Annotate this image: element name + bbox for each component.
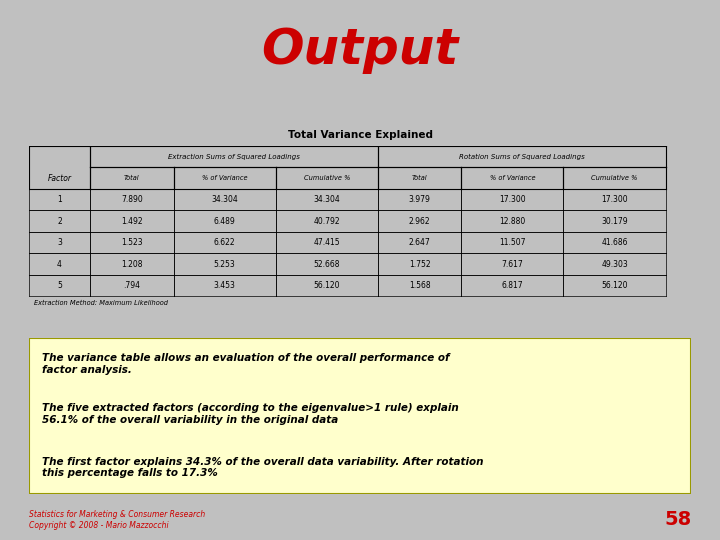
Text: 34.304: 34.304 [313,195,341,204]
Text: 34.304: 34.304 [211,195,238,204]
Text: Statistics for Marketing & Consumer Research
Copyright © 2008 - Mario Mazzocchi: Statistics for Marketing & Consumer Rese… [29,510,205,530]
Text: 56.120: 56.120 [314,281,340,290]
Text: Factor: Factor [48,173,71,183]
Text: 41.686: 41.686 [601,238,628,247]
Text: 2.962: 2.962 [409,217,431,226]
Text: 1.523: 1.523 [121,238,143,247]
Text: 1: 1 [57,195,62,204]
Text: Total: Total [412,175,428,181]
Text: 1.492: 1.492 [121,217,143,226]
Text: 11.507: 11.507 [499,238,526,247]
Text: Cumulative %: Cumulative % [304,175,350,181]
Text: Output: Output [261,26,459,73]
Text: The first factor explains 34.3% of the overall data variability. After rotation
: The first factor explains 34.3% of the o… [42,456,484,478]
Text: 6.817: 6.817 [502,281,523,290]
Text: 58: 58 [664,510,691,529]
FancyBboxPatch shape [29,338,691,494]
Text: 4: 4 [57,260,62,268]
Text: Total Variance Explained: Total Variance Explained [287,130,433,140]
Text: 7.890: 7.890 [121,195,143,204]
Text: 3.979: 3.979 [409,195,431,204]
Text: 17.300: 17.300 [499,195,526,204]
Text: Extraction Method: Maximum Likelihood: Extraction Method: Maximum Likelihood [34,300,168,306]
Text: 56.120: 56.120 [601,281,628,290]
Text: .794: .794 [123,281,140,290]
Text: 7.617: 7.617 [501,260,523,268]
Text: 2: 2 [57,217,62,226]
Text: 52.668: 52.668 [314,260,340,268]
Text: 12.880: 12.880 [499,217,526,226]
Text: % of Variance: % of Variance [202,175,248,181]
Text: The variance table allows an evaluation of the overall performance of
factor ana: The variance table allows an evaluation … [42,353,449,375]
Text: 1.568: 1.568 [409,281,431,290]
Text: 2.647: 2.647 [409,238,431,247]
Text: 1.208: 1.208 [121,260,143,268]
Text: 6.622: 6.622 [214,238,235,247]
Text: 30.179: 30.179 [601,217,628,226]
Text: 49.303: 49.303 [601,260,628,268]
Text: 5.253: 5.253 [214,260,235,268]
Text: The five extracted factors (according to the eigenvalue>1 rule) explain
56.1% of: The five extracted factors (according to… [42,403,459,425]
Text: 6.489: 6.489 [214,217,235,226]
Text: 47.415: 47.415 [314,238,340,247]
Text: Cumulative %: Cumulative % [591,175,638,181]
Text: 17.300: 17.300 [601,195,628,204]
Text: 40.792: 40.792 [314,217,340,226]
Text: 3: 3 [57,238,62,247]
Text: Total: Total [124,175,140,181]
Text: 1.752: 1.752 [409,260,431,268]
Text: 5: 5 [57,281,62,290]
Text: 3.453: 3.453 [214,281,235,290]
Text: Rotation Sums of Squared Loadings: Rotation Sums of Squared Loadings [459,153,585,160]
Text: Extraction Sums of Squared Loadings: Extraction Sums of Squared Loadings [168,153,300,160]
Text: % of Variance: % of Variance [490,175,535,181]
